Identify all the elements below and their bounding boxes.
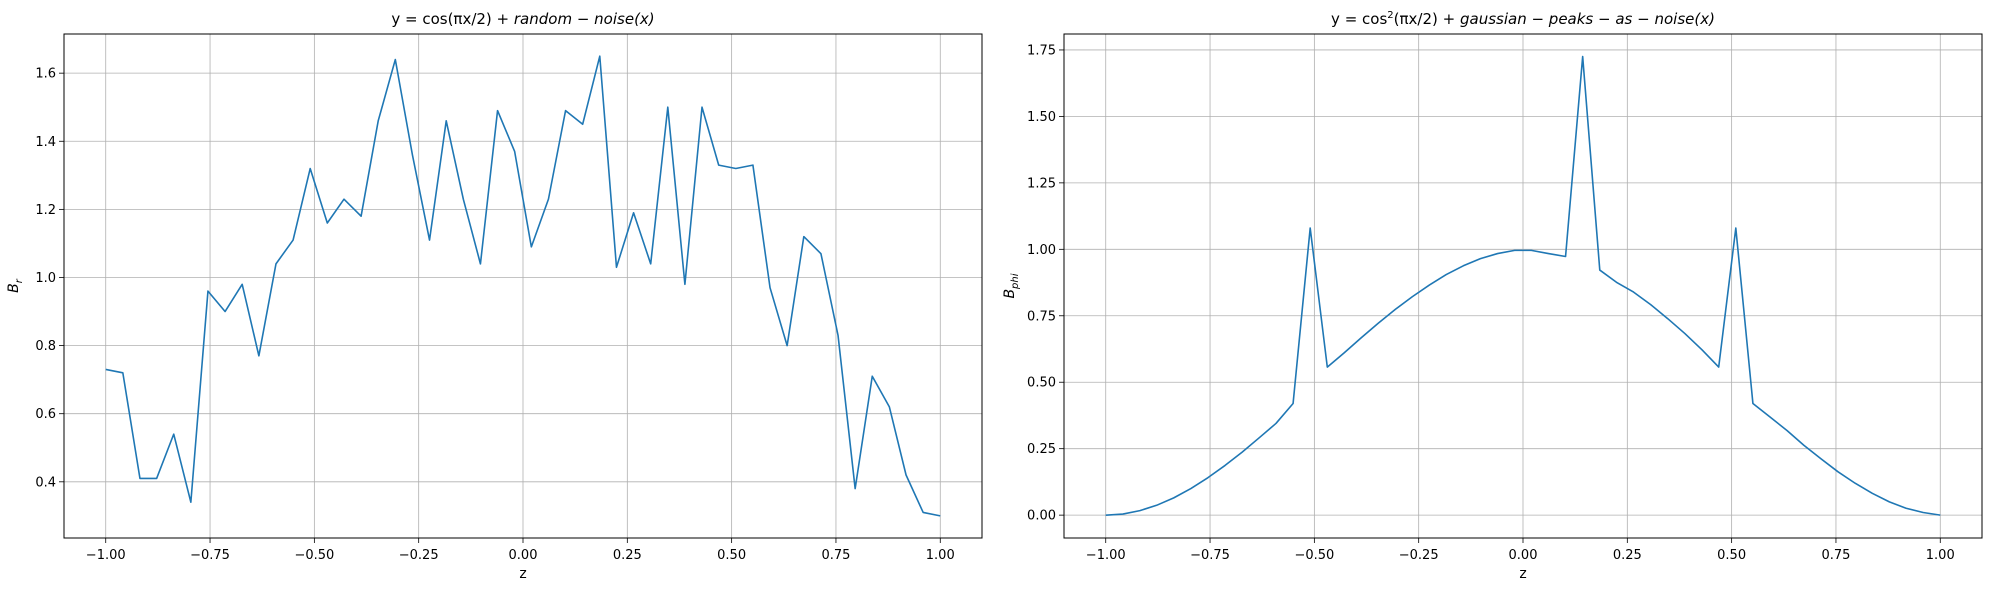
series-line: [105, 55, 941, 517]
y-tick-label: 1.6: [35, 67, 56, 82]
y-tick-label: 1.25: [1027, 176, 1056, 191]
chart-right-bphi: −1.00 −0.75 −0.50 −0.25 0.00 0.25 0.50 0.75 1.00…: [1002, 10, 1983, 582]
x-axis-label: z: [519, 566, 526, 582]
chart-left-br: −1.00 −0.75 −0.50 −0.25 0.00 0.25 0.50 0.75 1.00…: [6, 10, 983, 582]
x-axis-label: z: [1519, 566, 1526, 582]
x-tick-label: −0.25: [399, 548, 439, 563]
y-tick-label: 1.2: [35, 203, 56, 218]
y-tick-label: 0.6: [35, 407, 56, 422]
y-tick-label: 0.75: [1027, 309, 1056, 324]
y-axis-label: Br: [6, 278, 25, 293]
y-tick-label: 0.00: [1027, 509, 1056, 524]
x-tick-label: 1.00: [926, 548, 955, 563]
x-tick-label: 0.50: [717, 548, 746, 563]
series-line: [1105, 55, 1941, 516]
y-tick-label: 1.50: [1027, 110, 1056, 125]
chart-title: y = cos2(πx/2) + gaussian − peaks − as −…: [1331, 10, 1715, 28]
x-tick-label: −0.75: [190, 548, 230, 563]
y-tick-label: 0.4: [35, 475, 56, 490]
x-tick-label: −0.50: [1294, 548, 1334, 563]
x-tick-label: 0.25: [1613, 548, 1642, 563]
chart-title: y = cos(πx/2) + random − noise(x): [391, 10, 654, 28]
x-tick-label: −0.50: [294, 548, 334, 563]
y-tick-label: 1.75: [1027, 43, 1056, 58]
x-tick-label: −1.00: [1086, 548, 1126, 563]
y-tick-label: 1.4: [35, 135, 56, 150]
y-tick-label: 0.8: [35, 339, 56, 354]
x-tick-label: 0.25: [613, 548, 642, 563]
y-tick-label: 0.50: [1027, 376, 1056, 391]
y-tick-label: 0.25: [1027, 442, 1056, 457]
x-tick-label: −0.75: [1190, 548, 1230, 563]
y-tick-label: 1.0: [35, 271, 56, 286]
x-tick-label: 0.00: [509, 548, 538, 563]
x-tick-label: −1.00: [86, 548, 126, 563]
x-tick-label: 0.50: [1717, 548, 1746, 563]
x-tick-label: 0.00: [1509, 548, 1538, 563]
x-tick-label: −0.25: [1399, 548, 1439, 563]
x-tick-label: 0.75: [821, 548, 850, 563]
y-tick-label: 1.00: [1027, 243, 1056, 258]
y-axis-label: Bphi: [1002, 273, 1021, 298]
x-tick-label: 0.75: [1821, 548, 1850, 563]
plot-frame: [1063, 33, 1983, 539]
plot-frame: [63, 33, 983, 539]
x-tick-label: 1.00: [1926, 548, 1955, 563]
